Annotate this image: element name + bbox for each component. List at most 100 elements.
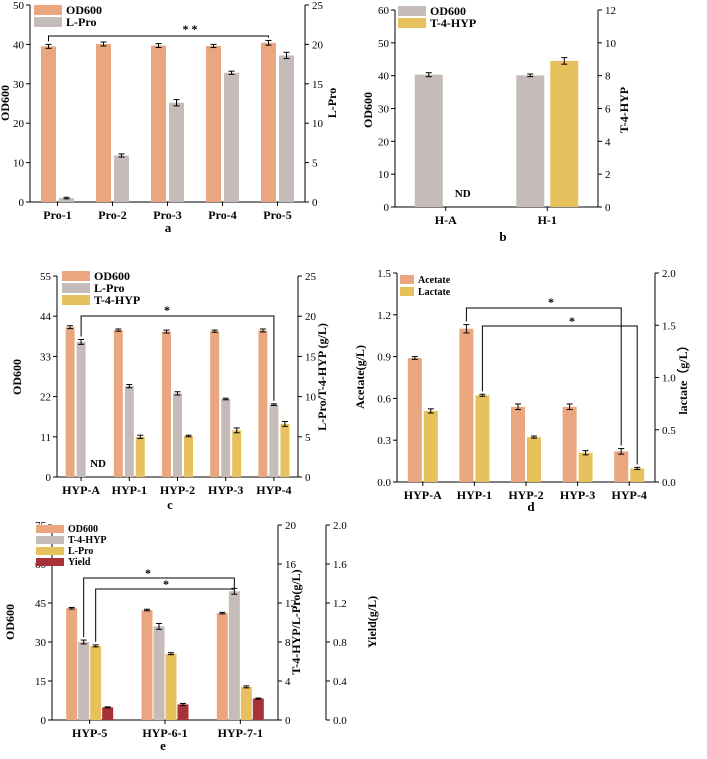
bar-od600 xyxy=(162,331,171,477)
left-tick-label: 40 xyxy=(378,71,390,83)
legend-swatch xyxy=(62,271,90,281)
legend-label: T-4-HYP xyxy=(94,293,140,307)
legend-label: L-Pro xyxy=(68,546,93,557)
nd-label: ND xyxy=(90,458,106,470)
left-tick-label: 30 xyxy=(13,79,25,91)
right-tick-label: 12 xyxy=(285,598,296,610)
right-tick-label: 25 xyxy=(312,0,324,12)
right-tick-label: 0.5 xyxy=(662,425,676,437)
right-tick-label: 20 xyxy=(285,520,297,532)
right-tick-label: 25 xyxy=(305,271,317,283)
left-tick-label: 50 xyxy=(378,38,390,50)
bar-t-4-hyp xyxy=(232,430,242,477)
left-tick-label: 15 xyxy=(35,676,47,688)
right-tick-label: 0 xyxy=(305,472,311,484)
x-tick-label: HYP-1 xyxy=(457,488,492,502)
significance-marker: * xyxy=(164,303,170,317)
right-tick-label: 1.0 xyxy=(662,373,676,385)
bar-t-4-hyp xyxy=(228,591,240,720)
x-tick-label: Pro-2 xyxy=(98,208,126,222)
x-tick-label: HYP-1 xyxy=(112,483,147,497)
panel-caption: a xyxy=(165,220,172,235)
bar-acetate xyxy=(562,406,577,482)
bar-l-pro xyxy=(165,653,177,720)
right-tick-label: 4 xyxy=(605,136,611,148)
bar-l-pro xyxy=(124,386,134,477)
bar-od600 xyxy=(414,74,443,207)
x-tick-label: HYP-3 xyxy=(560,488,595,502)
bar-l-pro xyxy=(169,102,184,202)
bar-lactate xyxy=(630,468,645,482)
right-tick-label: 5 xyxy=(312,158,318,170)
legend-swatch xyxy=(36,558,64,566)
bar-od600 xyxy=(210,331,220,477)
left-tick-label: 0.9 xyxy=(377,352,391,364)
bar-lactate xyxy=(423,410,438,482)
significance-bracket xyxy=(83,577,235,638)
bar-yield xyxy=(102,707,114,720)
bar-l-pro xyxy=(59,198,74,202)
y-axis-label-left: OD600 xyxy=(3,604,17,640)
right-tick-label: 10 xyxy=(305,392,317,404)
bar-od600 xyxy=(216,613,228,720)
legend-swatch xyxy=(400,287,414,296)
significance-marker: * xyxy=(548,295,554,309)
bar-acetate xyxy=(459,328,474,482)
left-tick-label: 60 xyxy=(378,5,390,17)
left-tick-label: 40 xyxy=(13,39,25,51)
bar-acetate xyxy=(614,451,629,482)
x-tick-label: H-1 xyxy=(538,213,557,227)
x-tick-label: Pro-3 xyxy=(153,208,181,222)
bar-od600 xyxy=(206,45,221,203)
right-tick-label: 8 xyxy=(605,71,611,83)
panel-a: 0 10 20 30 40 50 0 5 10 15 20 25 Pro-1 Pro-2 Pro-3 Pro-… xyxy=(0,0,339,235)
right-tick-label: 5 xyxy=(305,432,311,444)
panel-caption: d xyxy=(527,499,535,514)
nd-label: ND xyxy=(455,188,471,200)
y-axis-label-left: Acetate(g/L) xyxy=(353,345,367,409)
right-tick-label: 0 xyxy=(312,197,318,209)
x-tick-label: H-A xyxy=(435,213,457,227)
legend-label: Acetate xyxy=(418,275,451,286)
legend-label: T-4-HYP xyxy=(68,535,107,546)
y-axis-label-right: T-4-HYP xyxy=(617,87,631,133)
bar-l-pro xyxy=(224,72,239,202)
bar-l-pro xyxy=(90,645,102,720)
bar-l-pro xyxy=(240,686,252,720)
left-tick-label: 20 xyxy=(13,118,25,130)
bar-od600 xyxy=(258,330,268,477)
legend-label: Lactate xyxy=(418,287,451,298)
legend-swatch xyxy=(36,525,64,533)
right-tick-label: 10 xyxy=(312,118,324,130)
panel-d: 0.0 0.3 0.6 0.9 1.2 1.5 0.0 0.5 1.0 1.5 2.0 HYP-A HY… xyxy=(353,268,690,514)
left-tick-label: 20 xyxy=(378,136,390,148)
bar-t-4-hyp xyxy=(550,60,579,208)
bar-od600 xyxy=(66,608,78,720)
bar-t-4-hyp xyxy=(280,423,290,477)
y-axis-label-right: T-4-HYP/L-Pro(g/L) xyxy=(289,569,303,674)
bar-yield xyxy=(252,698,264,720)
bar-od600 xyxy=(65,327,75,477)
right-tick-label: 16 xyxy=(285,559,297,571)
bar-t-4-hyp xyxy=(135,436,145,477)
legend-label: OD600 xyxy=(68,524,98,535)
right-tick-label: 0 xyxy=(285,715,291,727)
right-tick-label: 20 xyxy=(312,39,324,51)
bar-lactate xyxy=(475,395,490,482)
bar-l-pro xyxy=(279,55,294,202)
x-tick-label: HYP-2 xyxy=(508,488,543,502)
y-axis-label-right2: Yield(g/L) xyxy=(365,596,379,648)
right2-tick-label: 1.6 xyxy=(333,559,347,571)
x-tick-label: Pro-5 xyxy=(263,208,291,222)
right-tick-label: 20 xyxy=(305,311,317,323)
x-tick-label: HYP-3 xyxy=(208,483,243,497)
left-tick-label: 33 xyxy=(40,351,52,363)
x-tick-label: HYP-5 xyxy=(72,726,107,740)
significance-bracket xyxy=(481,325,638,465)
bar-l-pro xyxy=(114,155,129,202)
legend-label: OD600 xyxy=(94,269,130,283)
legend-swatch xyxy=(62,283,90,293)
bar-lactate xyxy=(527,437,541,482)
y-axis-label-left: OD600 xyxy=(361,92,375,128)
